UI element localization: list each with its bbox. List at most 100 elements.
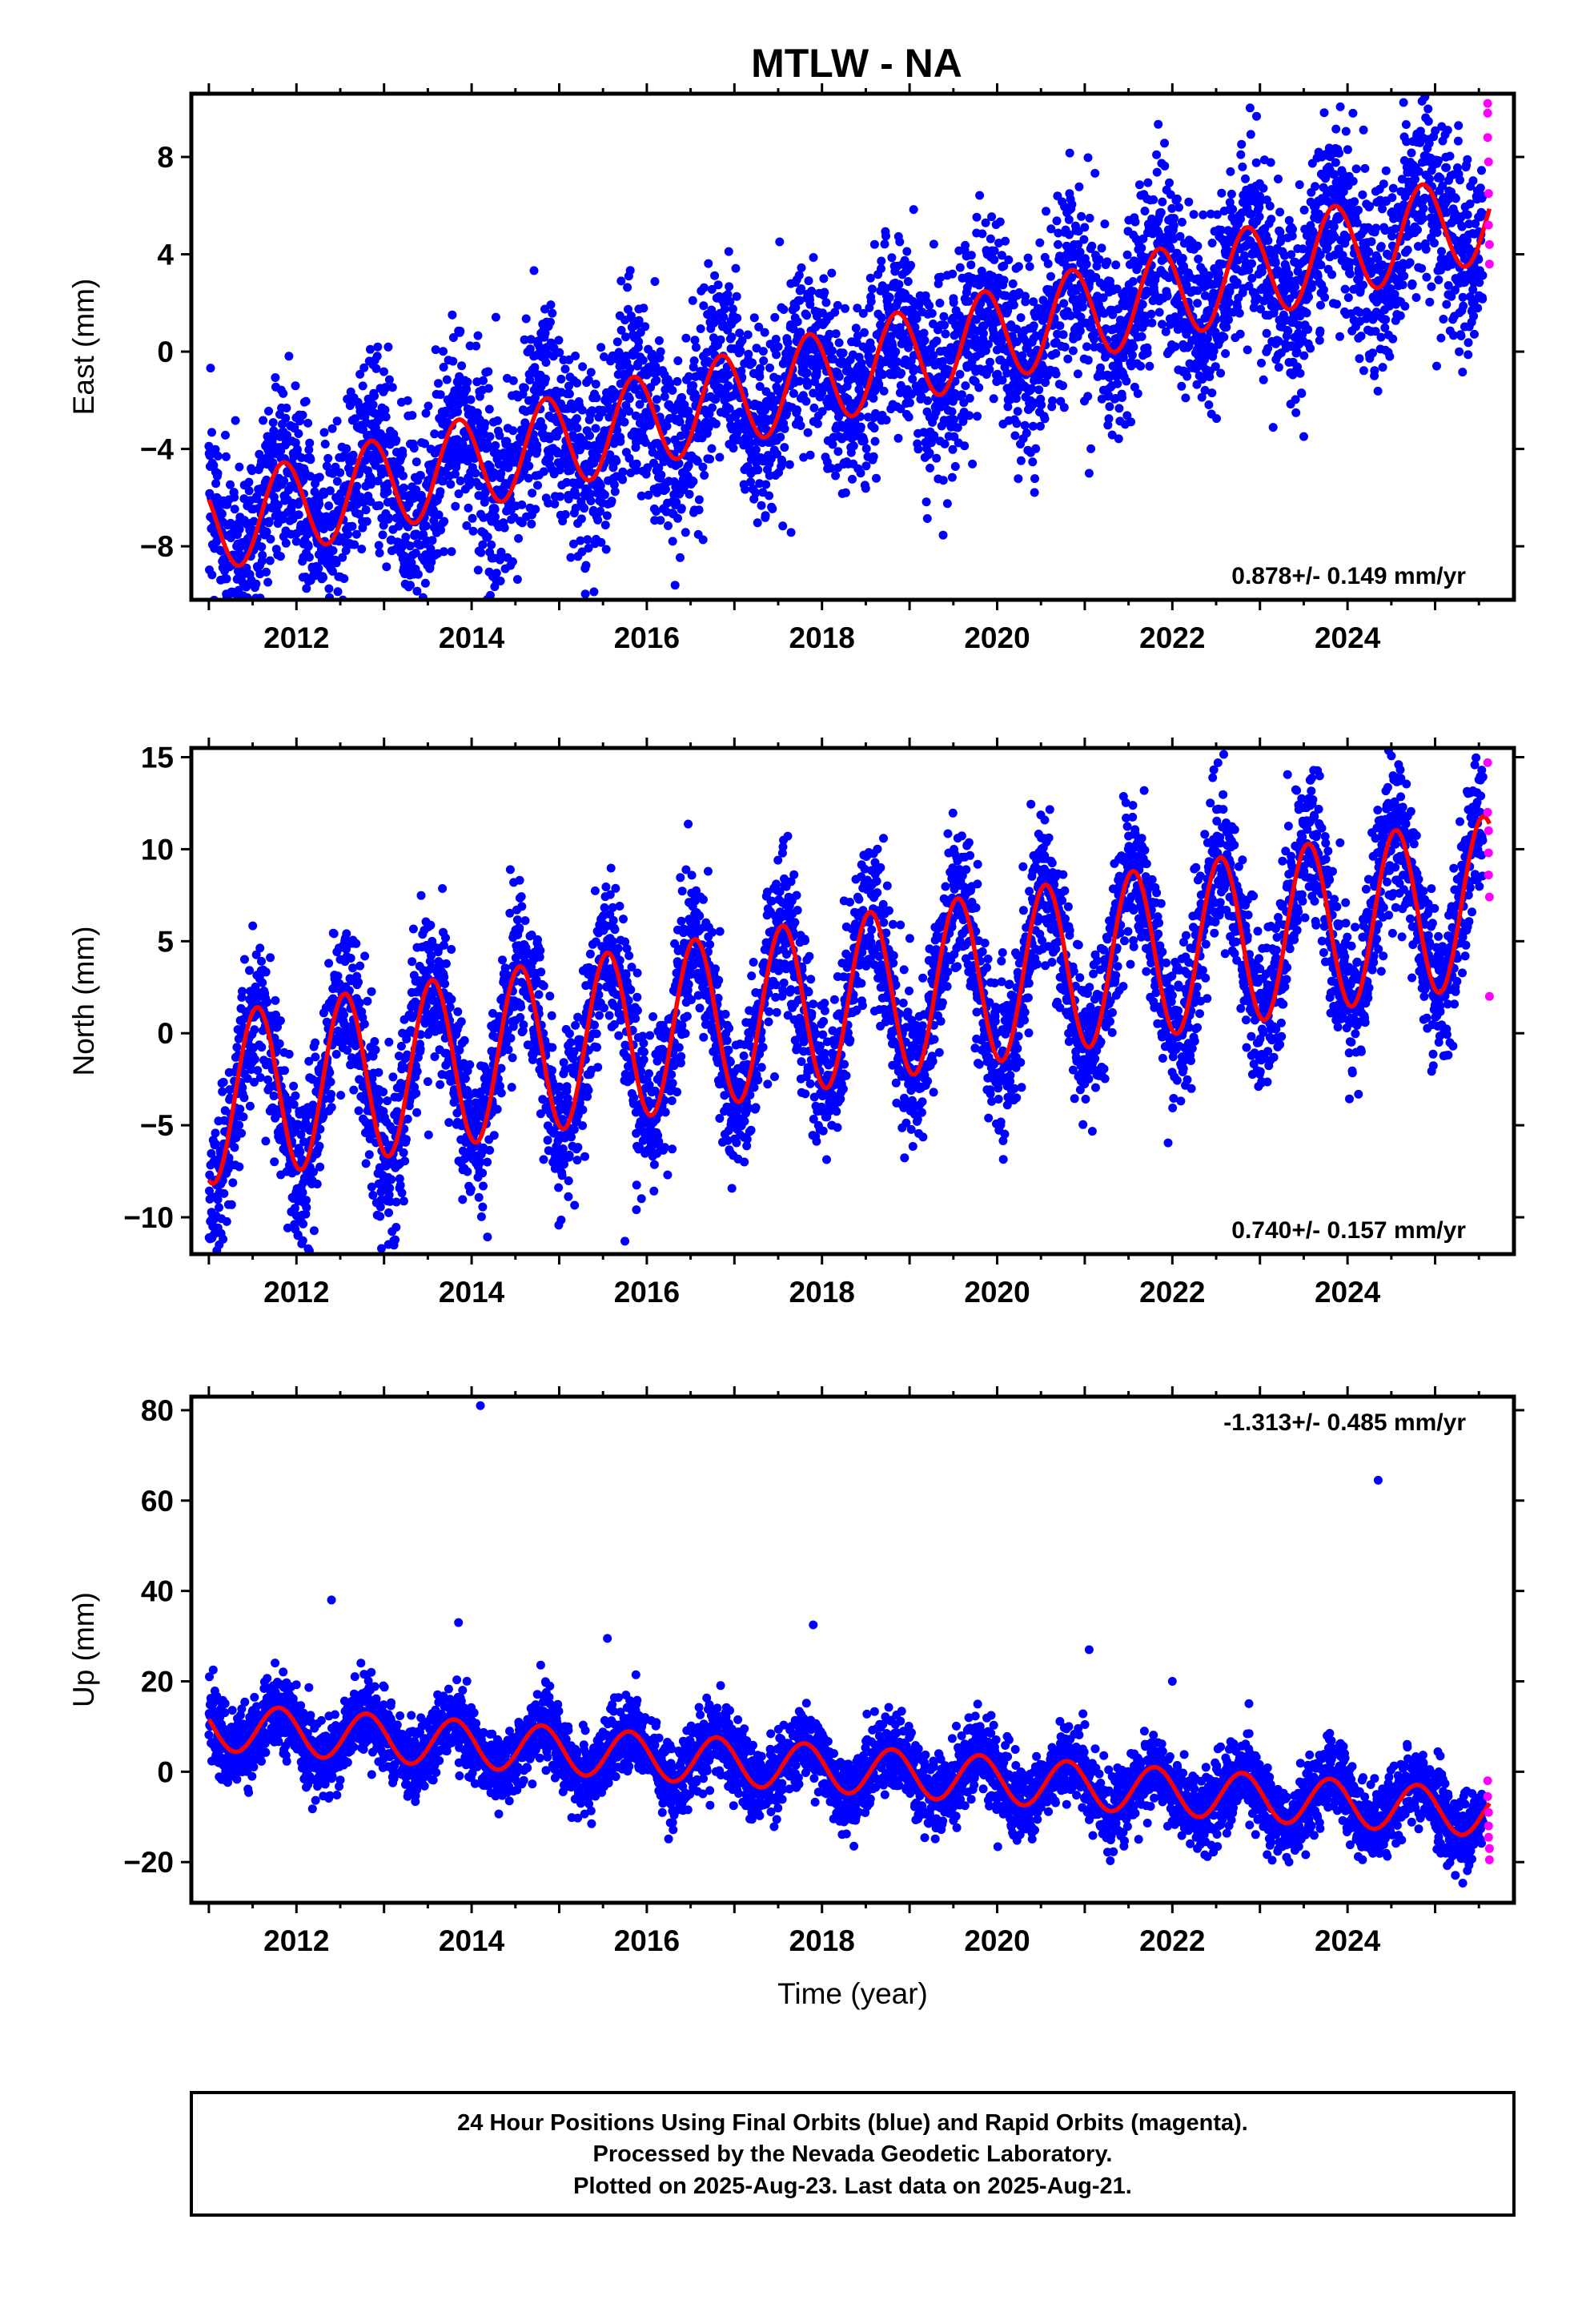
final-orbit-point bbox=[1067, 199, 1077, 209]
final-orbit-point bbox=[1359, 125, 1368, 135]
final-orbit-point bbox=[358, 523, 367, 533]
final-orbit-point bbox=[517, 500, 527, 509]
final-orbit-point bbox=[1217, 188, 1227, 198]
final-orbit-point bbox=[350, 540, 359, 549]
final-orbit-point bbox=[1356, 332, 1366, 341]
final-orbit-point bbox=[384, 375, 394, 384]
final-orbit-point bbox=[588, 406, 596, 416]
final-orbit-point bbox=[403, 396, 412, 405]
final-orbit-point bbox=[434, 510, 444, 520]
final-orbit-point bbox=[440, 517, 449, 526]
final-orbit-point bbox=[572, 414, 581, 424]
final-orbit-point bbox=[577, 547, 587, 557]
final-orbit-point bbox=[1358, 190, 1367, 199]
final-orbit-point bbox=[1014, 474, 1023, 484]
final-orbit-point bbox=[1439, 315, 1448, 324]
final-orbit-point bbox=[1051, 369, 1061, 379]
final-orbit-point bbox=[1302, 308, 1311, 318]
final-orbit-point bbox=[1105, 402, 1114, 412]
final-orbit-point bbox=[1316, 260, 1326, 270]
final-orbit-point bbox=[856, 422, 865, 432]
final-orbit-point bbox=[1243, 345, 1252, 355]
final-orbit-point bbox=[1037, 400, 1046, 410]
final-orbit-point bbox=[1060, 342, 1070, 352]
final-orbit-point bbox=[1303, 324, 1313, 334]
final-orbit-point bbox=[897, 368, 906, 378]
final-orbit-point bbox=[1042, 207, 1050, 216]
final-orbit-point bbox=[851, 324, 861, 333]
final-orbit-point bbox=[379, 367, 388, 376]
final-orbit-point bbox=[1274, 363, 1283, 372]
final-orbit-point bbox=[1477, 166, 1486, 175]
final-orbit-point bbox=[820, 287, 829, 297]
final-orbit-point bbox=[1341, 127, 1351, 136]
final-orbit-point bbox=[652, 395, 661, 404]
final-orbit-point bbox=[581, 561, 591, 570]
final-orbit-point bbox=[631, 411, 640, 420]
final-orbit-point bbox=[1126, 417, 1136, 427]
final-orbit-point bbox=[1245, 103, 1255, 113]
final-orbit-point bbox=[427, 557, 436, 567]
final-orbit-point bbox=[462, 384, 472, 394]
final-orbit-point bbox=[304, 445, 314, 455]
final-orbit-point bbox=[264, 517, 274, 526]
final-orbit-point bbox=[1360, 163, 1370, 173]
final-orbit-point bbox=[381, 412, 391, 422]
final-orbit-point bbox=[1177, 217, 1186, 227]
final-orbit-point bbox=[370, 392, 379, 400]
final-orbit-point bbox=[538, 423, 548, 432]
final-orbit-point bbox=[786, 528, 796, 537]
final-orbit-point bbox=[802, 368, 812, 378]
final-orbit-point bbox=[685, 489, 694, 499]
final-orbit-point bbox=[221, 430, 230, 440]
final-orbit-point bbox=[257, 542, 267, 552]
final-orbit-point bbox=[596, 480, 605, 490]
final-orbit-point bbox=[833, 447, 843, 456]
final-orbit-point bbox=[698, 462, 708, 472]
final-orbit-point bbox=[351, 529, 361, 539]
final-orbit-point bbox=[314, 564, 323, 573]
final-orbit-point bbox=[793, 317, 802, 327]
final-orbit-point bbox=[1160, 139, 1169, 148]
final-orbit-point bbox=[778, 521, 788, 531]
final-orbit-point bbox=[716, 335, 725, 344]
final-orbit-point bbox=[708, 403, 717, 412]
final-orbit-point bbox=[1016, 456, 1026, 465]
final-orbit-point bbox=[785, 460, 794, 469]
final-orbit-point bbox=[1319, 108, 1329, 118]
final-orbit-point bbox=[352, 481, 362, 491]
final-orbit-point bbox=[881, 231, 890, 241]
final-orbit-point bbox=[869, 452, 878, 461]
final-orbit-point bbox=[618, 475, 628, 485]
final-orbit-point bbox=[1456, 175, 1464, 185]
final-orbit-point bbox=[1400, 301, 1410, 311]
final-orbit-point bbox=[251, 579, 261, 589]
final-orbit-point bbox=[1299, 205, 1309, 215]
final-orbit-point bbox=[1221, 349, 1231, 358]
final-orbit-point bbox=[533, 480, 542, 490]
final-orbit-point bbox=[529, 266, 539, 275]
final-orbit-point bbox=[327, 424, 337, 433]
final-orbit-point bbox=[1158, 320, 1166, 329]
final-orbit-point bbox=[584, 544, 593, 553]
final-orbit-point bbox=[625, 364, 635, 373]
final-orbit-point bbox=[531, 505, 540, 514]
final-orbit-point bbox=[373, 342, 383, 352]
final-orbit-point bbox=[724, 247, 733, 256]
final-orbit-point bbox=[938, 530, 948, 540]
final-orbit-point bbox=[1425, 297, 1435, 307]
final-orbit-point bbox=[1464, 338, 1473, 348]
final-orbit-point bbox=[479, 376, 488, 385]
final-orbit-point bbox=[526, 335, 536, 344]
final-orbit-point bbox=[1181, 393, 1191, 403]
final-orbit-point bbox=[1063, 354, 1073, 364]
final-orbit-point bbox=[1207, 239, 1217, 247]
final-orbit-point bbox=[546, 300, 556, 310]
final-orbit-point bbox=[805, 450, 815, 460]
final-orbit-point bbox=[765, 491, 774, 501]
final-orbit-point bbox=[601, 545, 611, 554]
final-orbit-point bbox=[1178, 254, 1187, 263]
final-orbit-point bbox=[231, 416, 240, 425]
final-orbit-point bbox=[436, 487, 445, 497]
final-orbit-point bbox=[520, 383, 529, 392]
